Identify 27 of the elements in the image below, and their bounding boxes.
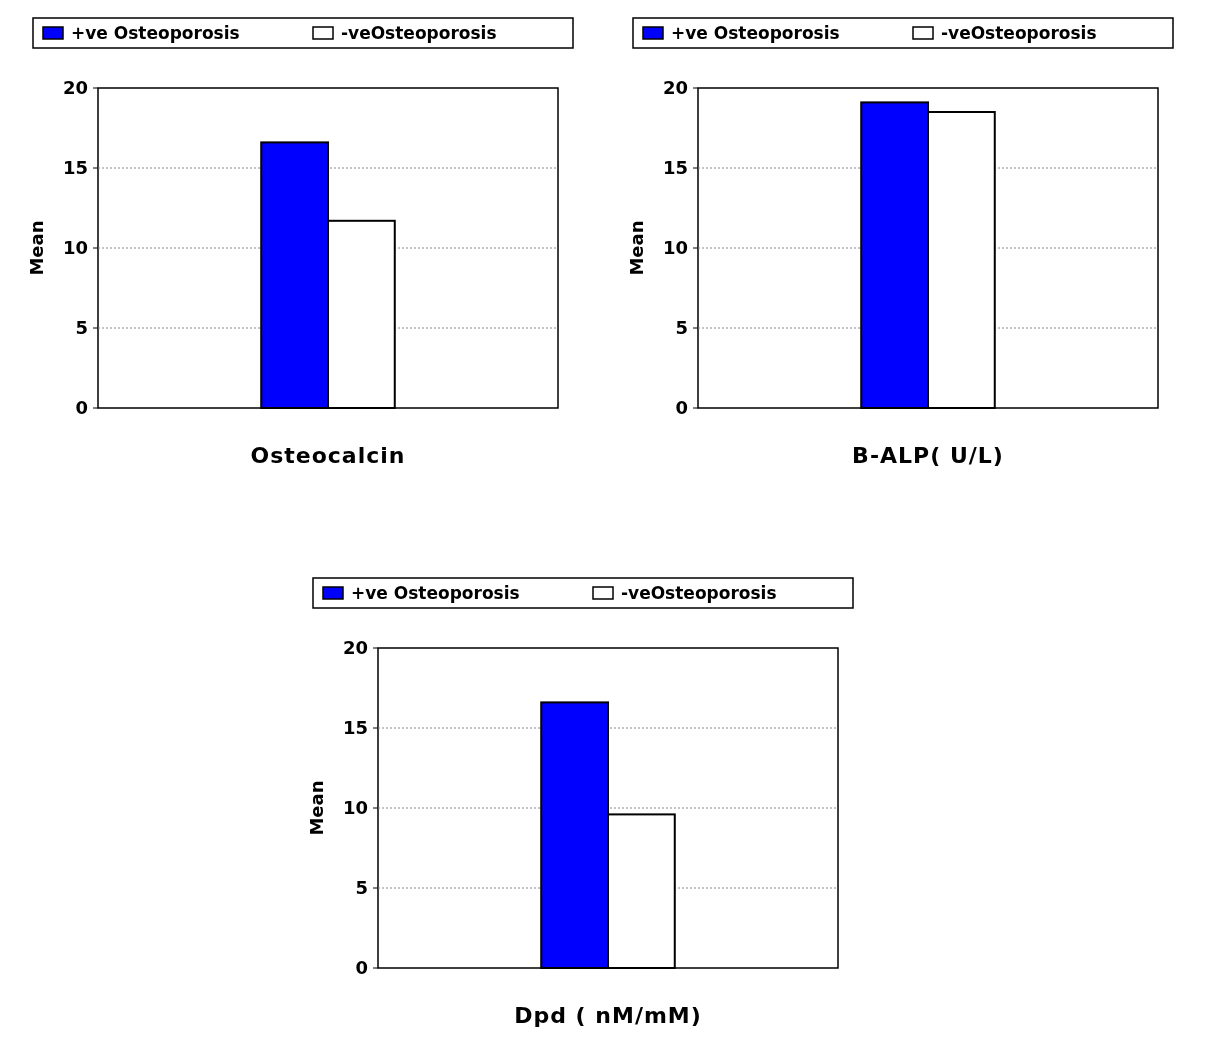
y-tick-label: 20 [62, 77, 88, 99]
x-axis-title: B-ALP( U/L) [852, 443, 1004, 468]
x-axis-title: Osteocalcin [250, 443, 406, 468]
y-tick-label: 20 [662, 77, 688, 99]
y-axis-title: Mean [626, 220, 647, 276]
y-tick-label: 15 [662, 157, 688, 179]
y-tick-label: 15 [342, 717, 368, 739]
y-tick-label: 10 [62, 237, 88, 259]
y-tick-label: 0 [355, 957, 368, 979]
y-tick-label: 5 [355, 877, 368, 899]
y-tick-label: 15 [62, 157, 88, 179]
legend-label: +ve Osteoporosis [671, 22, 840, 43]
y-tick-label: 0 [675, 397, 688, 419]
legend-label: -veOsteoporosis [941, 22, 1097, 43]
legend-label: +ve Osteoporosis [71, 22, 240, 43]
y-tick-label: 5 [675, 317, 688, 339]
y-tick-label: 10 [662, 237, 688, 259]
legend-label: -veOsteoporosis [621, 582, 777, 603]
y-tick-label: 5 [75, 317, 88, 339]
y-tick-label: 10 [342, 797, 368, 819]
legend-label: +ve Osteoporosis [351, 582, 520, 603]
x-axis-title: Dpd ( nM/mM) [514, 1003, 702, 1028]
y-axis-title: Mean [306, 780, 327, 836]
y-axis-title: Mean [26, 220, 47, 276]
legend-label: -veOsteoporosis [341, 22, 497, 43]
y-tick-label: 20 [342, 637, 368, 659]
y-tick-label: 0 [75, 397, 88, 419]
